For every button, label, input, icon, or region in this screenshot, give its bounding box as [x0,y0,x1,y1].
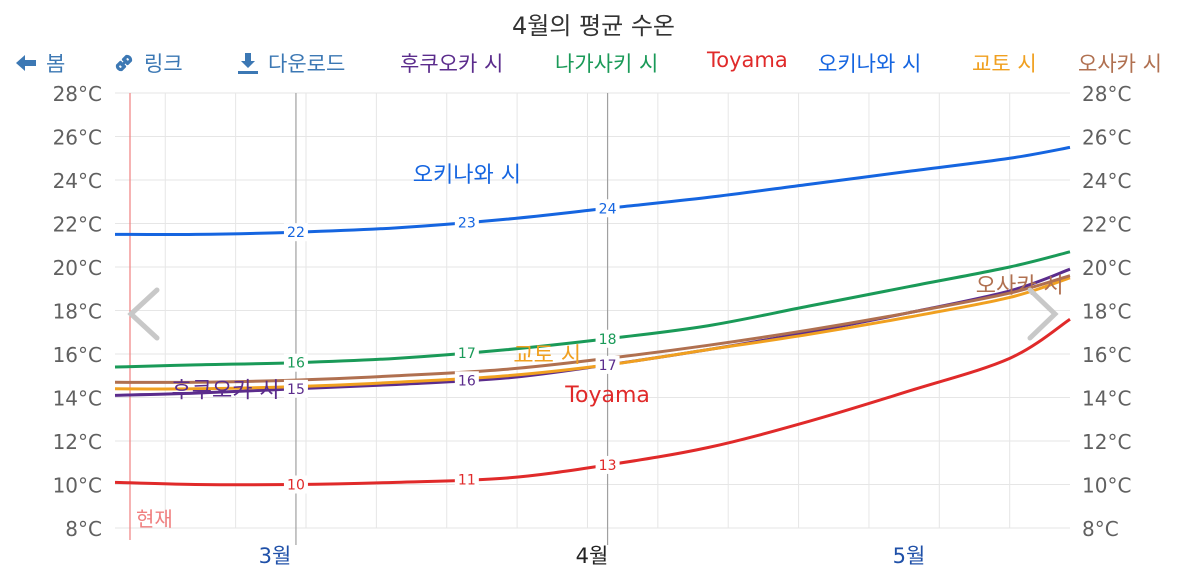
link-button[interactable]: 링크 [112,48,183,78]
y-tick-label-right: 8°C [1082,517,1119,541]
legend-item[interactable]: 교토 시 [972,52,1037,76]
data-label: 15 [287,382,305,398]
y-tick-label-left: 14°C [53,387,102,411]
series-name-label: 오사카 시 [976,274,1064,299]
legend-item[interactable]: 나가사키 시 [555,52,659,76]
series-name-label: Toyama [564,383,650,408]
data-label-bg [595,355,620,374]
y-tick-label-left: 26°C [53,126,102,150]
now-label: 현재 [136,507,173,531]
data-label-bg [454,343,479,362]
y-tick-label-left: 12°C [53,430,102,454]
y-tick-label-left: 20°C [53,256,102,280]
data-label-bg [595,455,620,474]
data-label-bg [283,353,308,372]
series-name-label: 교토 시 [513,344,581,369]
y-tick-label-right: 10°C [1082,474,1131,498]
data-label: 23 [458,215,476,231]
y-tick-label-right: 20°C [1082,256,1131,280]
series-name-label: 오키나와 시 [413,163,521,188]
x-tick-label: 3월 [259,544,292,568]
y-tick-label-left: 24°C [53,169,102,193]
series-name-label: 후쿠오카 시 [171,379,279,404]
y-tick-label-left: 28°C [53,82,102,106]
toolbar: 봄 링크 다운로드 후쿠오카 시 나가사키 시 Toyama 오키나와 시 교토 시 오사… [0,48,1187,82]
chart-title: 4월의 평균 수온 [511,12,675,40]
data-label-bg [283,475,308,494]
data-label-bg [283,379,308,398]
y-tick-label-left: 8°C [65,517,102,541]
chevron-left-icon[interactable] [127,287,160,341]
data-label: 16 [458,373,476,389]
series-line [114,145,1071,237]
data-label-bg [454,213,479,232]
chevron-right-icon[interactable] [1027,287,1059,341]
y-tick-label-right: 16°C [1082,343,1131,367]
data-label-bg [283,223,308,242]
data-label: 18 [599,332,617,348]
y-tick-label-right: 18°C [1082,300,1131,324]
legend-item[interactable]: Toyama [707,48,788,72]
y-tick-label-right: 14°C [1082,387,1131,411]
data-label-bg [595,329,620,348]
legend-item[interactable]: 후쿠오카 시 [400,52,504,76]
data-label-bg [454,371,479,390]
download-button[interactable]: 다운로드 [236,48,345,78]
link-icon [115,54,133,72]
x-tick-label: 5월 [893,544,926,568]
arrow-left-icon [16,55,36,71]
series-line [114,276,1071,391]
data-label-bg [595,199,620,218]
data-label: 10 [287,478,305,494]
data-label: 24 [599,201,617,217]
y-tick-label-right: 28°C [1082,82,1131,106]
y-tick-label-right: 22°C [1082,213,1131,237]
data-label: 11 [458,473,476,489]
x-tick-label: 4월 [576,544,609,568]
data-label: 13 [599,458,617,474]
legend-item[interactable]: 오사카 시 [1078,52,1162,76]
y-tick-label-left: 16°C [53,343,102,367]
data-label: 16 [287,356,305,372]
y-tick-label-left: 22°C [53,213,102,237]
data-label: 22 [287,225,305,241]
y-tick-label-right: 26°C [1082,126,1131,150]
y-tick-label-right: 24°C [1082,169,1131,193]
data-label: 17 [599,358,617,374]
y-tick-label-left: 10°C [53,474,102,498]
y-tick-label-right: 12°C [1082,430,1131,454]
download-icon [238,53,258,74]
link-label: 링크 [144,52,183,76]
back-label: 봄 [46,52,66,76]
data-label: 17 [458,346,476,362]
legend-item[interactable]: 오키나와 시 [818,52,922,76]
download-label: 다운로드 [268,52,346,76]
series-line [114,267,1071,397]
data-label-bg [454,470,479,489]
back-button[interactable]: 봄 [14,48,65,78]
y-tick-label-left: 18°C [53,300,102,324]
